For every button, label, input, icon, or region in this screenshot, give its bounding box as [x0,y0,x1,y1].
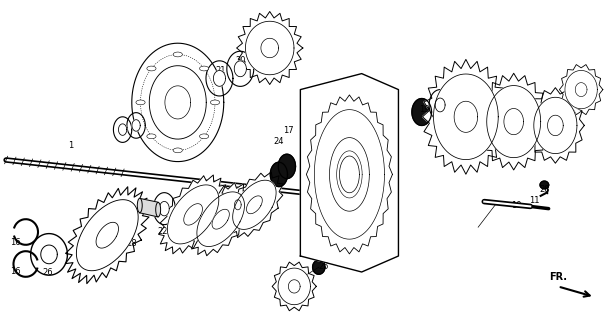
Polygon shape [206,61,233,96]
Text: 5: 5 [107,252,112,261]
Polygon shape [227,51,254,86]
Polygon shape [233,180,276,229]
Polygon shape [278,154,295,179]
Polygon shape [433,74,498,160]
Text: 11: 11 [529,196,540,205]
Polygon shape [261,38,278,58]
Polygon shape [118,124,127,135]
Text: 24: 24 [273,137,284,146]
Polygon shape [235,200,241,210]
Polygon shape [547,115,563,136]
Polygon shape [197,192,245,246]
Text: 12: 12 [212,231,223,240]
Text: 8: 8 [244,211,249,220]
Polygon shape [412,99,432,125]
Text: 15: 15 [177,76,188,85]
Text: 22: 22 [157,228,168,236]
Text: 3: 3 [514,127,519,136]
Polygon shape [150,66,206,139]
Text: 17: 17 [283,126,294,135]
Ellipse shape [137,198,142,213]
Polygon shape [189,183,253,256]
Polygon shape [560,65,603,115]
Polygon shape [575,83,587,97]
Circle shape [199,66,208,71]
Polygon shape [159,175,227,254]
Polygon shape [167,185,219,244]
Circle shape [199,134,208,139]
Polygon shape [212,209,229,229]
Text: 10: 10 [511,201,522,210]
Polygon shape [272,262,316,311]
Circle shape [147,66,156,71]
Text: 6: 6 [264,35,269,44]
Polygon shape [504,108,524,135]
Circle shape [136,100,145,105]
Text: 23: 23 [437,97,448,106]
Circle shape [173,148,182,153]
Polygon shape [534,97,577,154]
Text: 4: 4 [557,132,562,140]
Circle shape [210,100,219,105]
Polygon shape [422,60,509,174]
Polygon shape [337,151,362,198]
Polygon shape [237,12,303,84]
Polygon shape [314,110,384,239]
Polygon shape [230,194,245,216]
Text: 16: 16 [10,267,21,276]
Text: 16: 16 [10,238,21,247]
Polygon shape [435,98,445,112]
Polygon shape [226,172,283,238]
Circle shape [173,52,182,57]
Circle shape [147,134,156,139]
Polygon shape [213,70,226,86]
Polygon shape [478,73,550,170]
Polygon shape [278,268,310,305]
Polygon shape [306,95,392,254]
Polygon shape [184,204,202,225]
Polygon shape [127,113,145,138]
Polygon shape [153,193,175,225]
Text: 19: 19 [419,105,430,114]
Text: 27: 27 [118,127,129,136]
Text: 14: 14 [577,79,588,88]
Polygon shape [429,90,451,120]
Text: 2: 2 [460,122,465,131]
Polygon shape [270,162,287,187]
Polygon shape [77,200,138,271]
Polygon shape [66,187,149,284]
Polygon shape [313,260,325,274]
Text: 26: 26 [42,268,53,277]
Text: 13: 13 [226,222,237,231]
Polygon shape [113,117,132,142]
Polygon shape [487,85,541,158]
Polygon shape [165,86,191,119]
Text: 1: 1 [68,141,73,150]
Polygon shape [540,181,549,189]
Text: 20: 20 [235,56,246,65]
Polygon shape [288,280,300,293]
Polygon shape [234,61,246,77]
Polygon shape [132,43,224,162]
Polygon shape [527,88,584,163]
Text: 18: 18 [126,239,137,248]
Polygon shape [31,234,67,275]
Text: 9: 9 [291,296,295,305]
Text: 28: 28 [539,185,550,194]
Polygon shape [300,74,398,272]
Polygon shape [140,198,158,217]
Polygon shape [41,245,57,264]
Polygon shape [159,202,169,216]
Text: FR.: FR. [549,272,567,282]
Polygon shape [132,120,140,131]
Text: 7: 7 [194,222,199,231]
Polygon shape [245,21,294,75]
Text: 21: 21 [215,66,226,75]
Text: 25: 25 [318,262,329,271]
Polygon shape [96,222,118,248]
Polygon shape [565,70,597,109]
Ellipse shape [156,203,161,217]
Polygon shape [246,196,262,214]
Polygon shape [454,101,478,132]
